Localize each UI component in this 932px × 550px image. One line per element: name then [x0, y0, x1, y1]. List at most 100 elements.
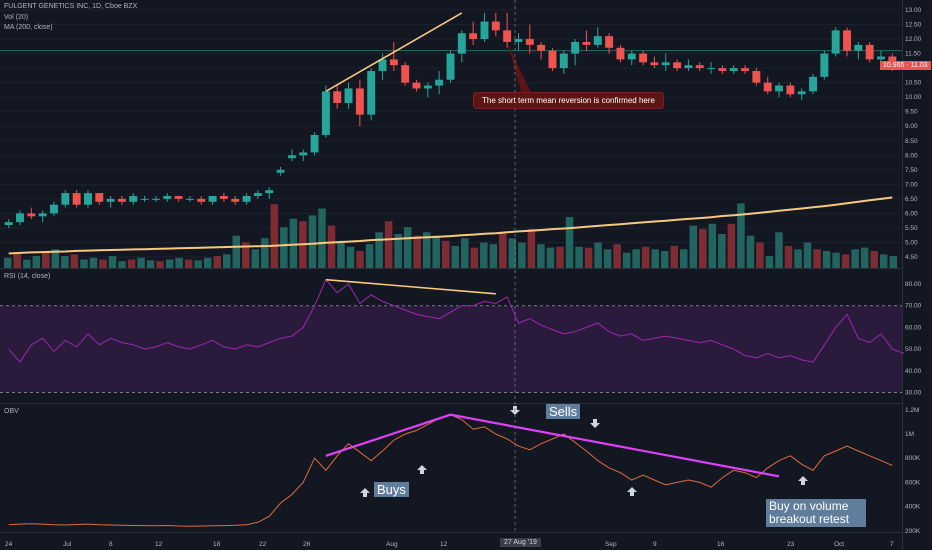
volume-bar [146, 260, 155, 268]
volume-bar [280, 227, 288, 268]
candle-body [106, 198, 115, 202]
volume-bar [32, 256, 41, 268]
volume-bar [565, 217, 574, 268]
volume-bar [632, 249, 640, 268]
candle-body [457, 33, 466, 54]
candle-body [865, 44, 874, 60]
candle-body [38, 213, 47, 217]
price-tick-label: 6.50 [905, 196, 918, 203]
volume-bar [318, 208, 326, 268]
volume-bar [175, 257, 183, 268]
volume-bar [356, 251, 364, 268]
buy-arrow-icon [417, 465, 427, 474]
candle-body [95, 193, 104, 202]
volume-bar [737, 203, 745, 268]
volume-bar [584, 247, 593, 268]
rsi-legend: RSI (14, close) [4, 273, 51, 280]
price-tick-label: 12.50 [905, 22, 922, 29]
price-tick-label: 7.00 [905, 181, 918, 188]
candle-body [786, 85, 795, 95]
volume-bar [61, 256, 69, 268]
callout-pointer [507, 41, 532, 95]
candle-body [446, 53, 455, 80]
candle-body [412, 82, 421, 89]
obv-legend: OBV [4, 408, 19, 415]
volume-bar [422, 232, 431, 268]
volume-bar [822, 251, 831, 268]
volume-bar [879, 254, 888, 268]
candle-body [151, 198, 160, 200]
volume-bar [403, 227, 412, 268]
volume-bar [4, 257, 12, 268]
candle-body [593, 36, 602, 45]
price-tick-label: 10.00 [905, 94, 922, 101]
candle-body [673, 62, 682, 69]
candle-body [741, 68, 750, 72]
candle-body [197, 198, 206, 202]
candle-body [321, 91, 330, 135]
ma-legend: MA (200, close) [4, 24, 53, 31]
time-tick-label: 12 [440, 541, 448, 548]
sell-arrow-icon [590, 419, 600, 428]
price-tick-label: 12.00 [905, 36, 922, 43]
time-tick-label: 24 [5, 541, 13, 548]
candle-body [605, 36, 614, 48]
time-tick-label: 7 [890, 541, 894, 548]
volume-bar [508, 238, 517, 268]
obv-line [8, 414, 893, 527]
volume-bar [365, 244, 374, 268]
candle-body [695, 65, 704, 69]
buy-arrow-icon [798, 476, 808, 485]
candle-body [877, 56, 885, 60]
candle-body [253, 193, 262, 196]
candle-body [129, 195, 138, 202]
volume-bar [860, 247, 869, 268]
candle-body [401, 65, 410, 83]
candle-body [27, 213, 36, 217]
candle-body [265, 190, 274, 194]
volume-bar [499, 232, 507, 268]
candle-body [797, 91, 806, 95]
volume-bar [556, 246, 564, 268]
volume-bar [80, 259, 88, 268]
rsi-tick-label: 30.00 [905, 389, 922, 396]
price-tick-label: 11.50 [905, 51, 921, 58]
candle-body [650, 62, 659, 66]
price-tick-label: 8.50 [905, 138, 918, 145]
candle-body [491, 21, 500, 31]
volume-bar [70, 254, 79, 268]
volume-bar [746, 235, 755, 268]
time-tick-label: Jul [63, 541, 72, 548]
price-tick-label: 9.50 [905, 109, 918, 116]
volume-bar [413, 235, 421, 268]
volume-bar [432, 235, 440, 268]
time-tick-label: Sep [605, 541, 617, 548]
candle-body [514, 39, 523, 42]
candle-body [208, 195, 217, 202]
volume-bar [480, 242, 488, 268]
volume-bar [651, 249, 659, 268]
candle-body [276, 169, 285, 173]
candle-body [435, 79, 444, 86]
price-tick-label: 5.50 [905, 225, 918, 232]
time-tick-label: 12 [155, 541, 163, 548]
candle-body [854, 44, 863, 51]
time-tick-label: Aug [386, 541, 398, 548]
obv-tick-label: 200K [905, 528, 921, 535]
volume-bar [165, 259, 174, 268]
candle-body [525, 39, 534, 45]
volume-bar [327, 225, 336, 268]
candle-body [503, 30, 512, 42]
ma-200-line [8, 196, 893, 255]
rsi-line [8, 278, 904, 363]
volume-bar [42, 251, 50, 268]
volume-bar [727, 223, 736, 268]
volume-bar [775, 232, 783, 268]
volume-bar [803, 242, 812, 268]
volume-bar [394, 234, 402, 268]
obv-tick-label: 600K [905, 479, 921, 486]
candle-body [707, 68, 716, 70]
mean-reversion-callout: The short term mean reversion is confirm… [473, 92, 664, 109]
symbol-title: FULGENT GENETICS INC, 1D, Cboe BZX [4, 3, 138, 10]
candle-body [333, 91, 342, 103]
